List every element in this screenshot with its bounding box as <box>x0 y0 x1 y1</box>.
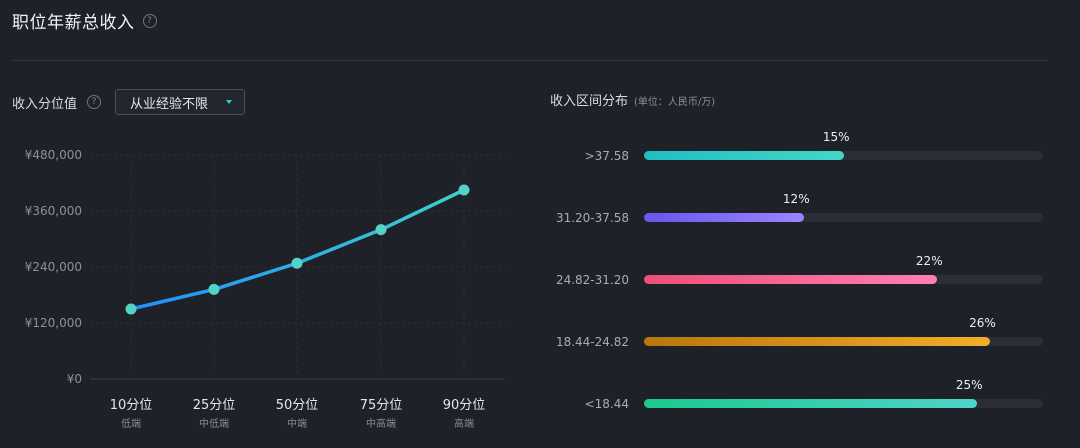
y-tick-label: ¥120,000 <box>25 316 82 330</box>
unit-label: (单位：人民币/万) <box>634 97 716 108</box>
data-point <box>125 303 137 315</box>
bar-row: <18.44 25% <box>530 378 1050 423</box>
percentile-line-chart: ¥480,000 ¥360,000 ¥240,000 ¥120,000 ¥0 10分位低端… <box>25 148 505 430</box>
x-tick-label: 10分位 <box>110 398 153 413</box>
divider <box>12 60 1048 61</box>
bar <box>644 151 844 160</box>
bar-value-label: 25% <box>955 378 983 392</box>
bar-row: 24.82-31.20 22% <box>530 254 1050 299</box>
y-tick-label: ¥360,000 <box>25 204 82 218</box>
bar-track: 12% <box>644 192 1043 222</box>
data-point <box>375 224 387 236</box>
x-tick-label: 75分位 <box>360 398 403 413</box>
percentile-help-icon[interactable]: ? <box>87 95 102 109</box>
experience-dropdown-value: 从业经验不限 <box>130 96 209 112</box>
y-tick-label: ¥0 <box>67 372 82 386</box>
x-tick-label: 90分位 <box>443 398 486 413</box>
bar-track: 25% <box>644 378 1043 408</box>
bar <box>644 337 990 346</box>
bar-row: 18.44-24.82 26% <box>530 316 1050 361</box>
bar-row: 31.20-37.58 12% <box>530 192 1050 237</box>
data-point <box>208 283 220 295</box>
x-tick-sublabel: 中低端 <box>199 417 229 430</box>
chevron-down-icon <box>226 100 233 104</box>
x-tick-label: 50分位 <box>276 398 319 413</box>
bar-category-label: 31.20-37.58 <box>555 211 629 225</box>
bar <box>644 213 804 222</box>
data-point <box>458 184 470 196</box>
bar <box>644 399 977 408</box>
x-tick-sublabel: 中端 <box>287 417 307 430</box>
distribution-label: 收入区间分布 <box>550 94 629 109</box>
bar-value-label: 12% <box>782 192 810 206</box>
distribution-header: 收入区间分布 (单位：人民币/万) <box>550 90 715 109</box>
x-tick-sublabel: 低端 <box>121 417 141 430</box>
bar-category-label: 24.82-31.20 <box>555 273 629 287</box>
title-row: 职位年薪总收入 ? <box>12 8 157 33</box>
bar-row: >37.58 15% <box>530 130 1050 175</box>
bar-category-label: 18.44-24.82 <box>555 335 629 349</box>
x-tick-sublabel: 中高端 <box>366 417 396 430</box>
bar-track: 15% <box>644 130 1043 160</box>
data-point <box>291 257 303 269</box>
bar-value-label: 26% <box>969 316 996 330</box>
bar-track: 26% <box>644 316 1043 346</box>
bar-value-label: 22% <box>915 254 943 268</box>
series-line <box>129 188 466 311</box>
page-title: 职位年薪总收入 <box>12 13 135 33</box>
help-icon[interactable]: ? <box>142 13 157 28</box>
percentile-header: 收入分位值 ? 从业经验不限 <box>12 89 246 115</box>
y-tick-label: ¥240,000 <box>25 260 82 274</box>
y-tick-label: ¥480,000 <box>25 148 82 162</box>
percentile-label: 收入分位值 <box>12 96 78 112</box>
experience-dropdown[interactable]: 从业经验不限 <box>115 89 246 115</box>
bar-track: 22% <box>644 254 1043 284</box>
bar-category-label: <18.44 <box>584 397 629 411</box>
bar-value-label: 15% <box>822 130 850 144</box>
bar-category-label: >37.58 <box>584 149 629 163</box>
bar <box>644 275 937 284</box>
x-tick-sublabel: 高端 <box>454 417 474 430</box>
x-tick-label: 25分位 <box>193 398 236 413</box>
